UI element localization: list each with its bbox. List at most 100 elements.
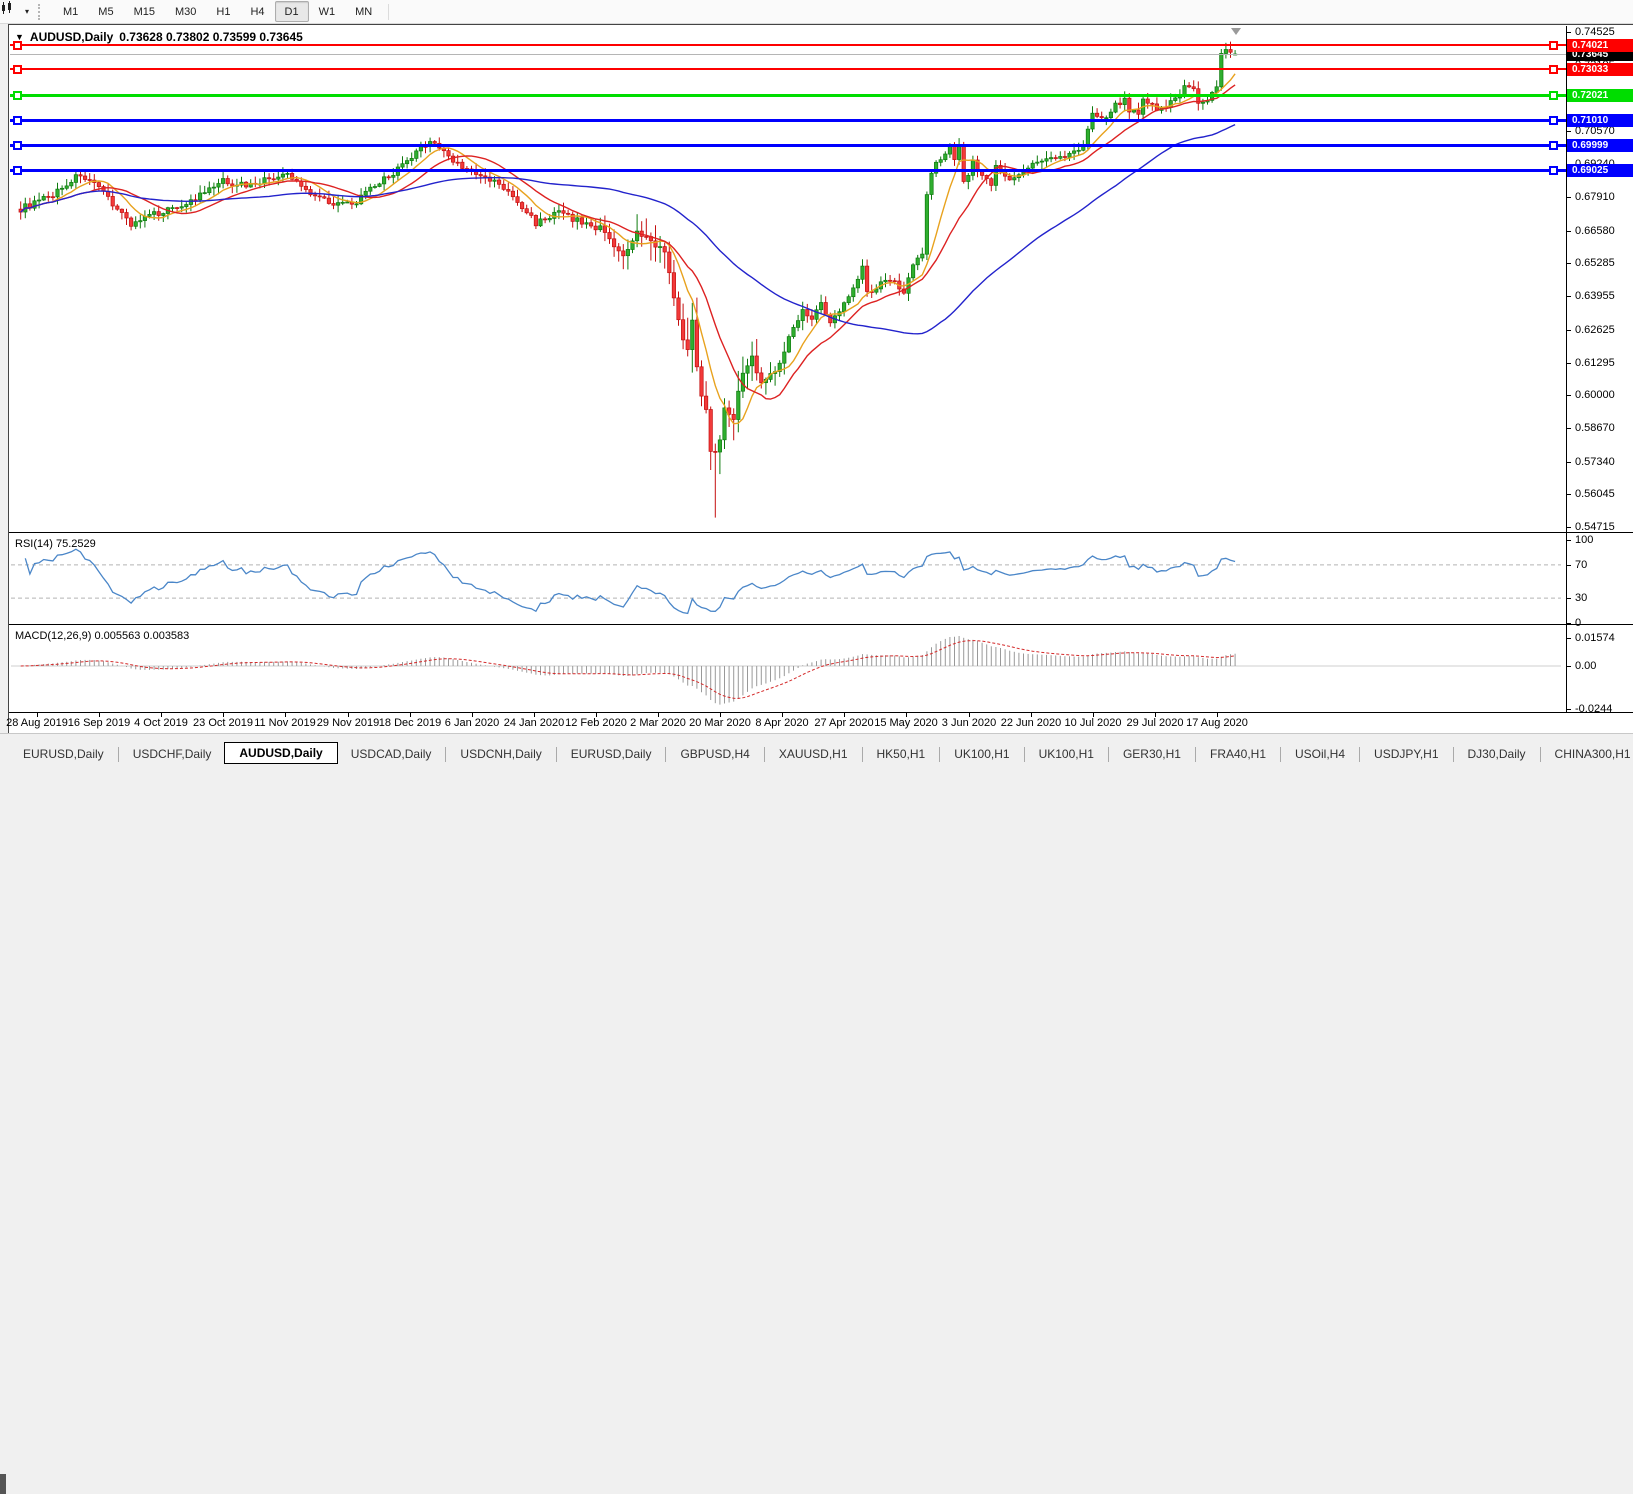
symbol-tab[interactable]: USDCHF,Daily: [132, 747, 212, 761]
candle-body: [391, 175, 396, 178]
line-endpoint-handle[interactable]: [13, 116, 22, 125]
line-endpoint-handle[interactable]: [1549, 141, 1558, 150]
candle-body: [782, 351, 787, 364]
line-endpoint-handle[interactable]: [1549, 166, 1558, 175]
candle-body: [800, 309, 805, 321]
candle-body: [207, 187, 212, 194]
symbol-tab[interactable]: EURUSD,Daily: [23, 747, 104, 761]
macd-chart[interactable]: [9, 628, 1566, 712]
candle-body: [736, 390, 741, 420]
symbol-tab-active[interactable]: AUDUSD,Daily: [224, 742, 338, 764]
symbol-tab[interactable]: UK100,H1: [1038, 747, 1094, 761]
price-tick-mark: [1566, 363, 1571, 364]
candle-body: [556, 210, 561, 213]
candle-body: [386, 176, 391, 179]
candle-body: [630, 240, 635, 250]
candle-body: [966, 175, 971, 182]
support-resistance-line[interactable]: [10, 169, 1566, 172]
rsi-chart[interactable]: [9, 536, 1566, 624]
support-resistance-line[interactable]: [10, 44, 1566, 46]
price-tick-label: 0.66580: [1575, 225, 1615, 237]
timeframe-button-mn[interactable]: MN: [355, 5, 373, 18]
line-endpoint-handle[interactable]: [13, 41, 22, 50]
support-resistance-line[interactable]: [10, 68, 1566, 70]
line-endpoint-handle[interactable]: [1549, 65, 1558, 74]
candle-body: [1191, 86, 1196, 90]
candle-body: [819, 302, 824, 311]
symbol-tab[interactable]: UK100,H1: [954, 747, 1010, 761]
candle-body: [593, 225, 598, 231]
timeframe-button-m1[interactable]: M1: [63, 5, 79, 18]
chevron-down-icon[interactable]: ▾: [25, 7, 30, 16]
rsi-panel[interactable]: RSI(14) 75.2529: [9, 536, 1633, 624]
price-tick-label: 0.74525: [1575, 26, 1615, 38]
candle-body: [915, 257, 920, 266]
macd-tick-mark: [1566, 638, 1571, 639]
support-resistance-line[interactable]: [10, 94, 1566, 97]
macd-panel[interactable]: MACD(12,26,9) 0.005563 0.003583: [9, 628, 1633, 712]
candle-body: [290, 173, 295, 180]
date-tick-mark: [1093, 713, 1094, 717]
timeframe-button-m30[interactable]: M30: [174, 5, 197, 18]
candle-body: [170, 207, 175, 209]
candlestick-chart[interactable]: [9, 26, 1566, 532]
symbol-tab[interactable]: HK50,H1: [876, 747, 926, 761]
candle-body: [625, 249, 630, 257]
rsi-tick-label: 0: [1575, 617, 1582, 629]
timeframe-button-h1[interactable]: H1: [216, 5, 231, 18]
symbol-tab[interactable]: USDCNH,Daily: [460, 747, 542, 761]
symbol-tab[interactable]: XAUUSD,H1: [778, 747, 848, 761]
price-level-badge: 0.69999: [1567, 139, 1633, 152]
window-caret-icon[interactable]: ▼: [15, 32, 24, 42]
candle-body: [690, 319, 695, 350]
symbol-tab[interactable]: CHINA300,H1: [1554, 747, 1631, 761]
tab-scroll-handle[interactable]: [0, 1474, 6, 1494]
timeframe-button-m5[interactable]: M5: [98, 5, 114, 18]
symbol-tab[interactable]: FRA40,H1: [1209, 747, 1267, 761]
support-resistance-line[interactable]: [10, 119, 1566, 122]
timeframe-button-d1[interactable]: D1: [274, 1, 309, 22]
timeframe-button-m15[interactable]: M15: [133, 5, 155, 18]
line-endpoint-handle[interactable]: [13, 141, 22, 150]
candle-body: [713, 451, 718, 453]
candle-body: [455, 161, 460, 164]
symbol-tab[interactable]: USOil,H4: [1295, 747, 1346, 761]
chart-shift-marker[interactable]: [1231, 28, 1241, 35]
symbol-tab[interactable]: USDJPY,H1: [1374, 747, 1439, 761]
price-chart-panel[interactable]: ▼ AUDUSD,Daily 0.73628 0.73802 0.73599 0…: [9, 26, 1633, 532]
symbol-tab[interactable]: EURUSD,Daily: [570, 747, 652, 761]
candle-body: [1035, 161, 1040, 164]
toolbar-separator: [388, 3, 390, 20]
timeframe-button-h4[interactable]: H4: [250, 5, 265, 18]
line-endpoint-handle[interactable]: [13, 166, 22, 175]
candle-body: [418, 146, 423, 152]
symbol-tab[interactable]: GBPUSD,H4: [680, 747, 750, 761]
line-endpoint-handle[interactable]: [1549, 91, 1558, 100]
tab-separator: [861, 746, 863, 762]
price-tick-label: 0.62625: [1575, 324, 1615, 336]
chart-type-icon[interactable]: [2, 1, 24, 21]
line-endpoint-handle[interactable]: [13, 91, 22, 100]
timeframe-button-w1[interactable]: W1: [318, 5, 336, 18]
line-endpoint-handle[interactable]: [1549, 41, 1558, 50]
rsi-tick-mark: [1566, 565, 1571, 566]
support-resistance-line[interactable]: [10, 144, 1566, 147]
price-axis-border: [1566, 26, 1567, 712]
symbol-tab[interactable]: USDCAD,Daily: [350, 747, 432, 761]
line-endpoint-handle[interactable]: [1549, 116, 1558, 125]
symbol-tab[interactable]: DJ30,Daily: [1467, 747, 1526, 761]
tab-separator: [1280, 746, 1282, 762]
candle-body: [529, 212, 534, 216]
symbol-tab[interactable]: GER30,H1: [1122, 747, 1181, 761]
candle-body: [685, 339, 690, 350]
chart-symbol-label: AUDUSD,Daily: [29, 30, 114, 44]
date-label: 24 Jan 2020: [503, 717, 565, 729]
price-tick-mark: [1566, 330, 1571, 331]
line-endpoint-handle[interactable]: [13, 65, 22, 74]
date-axis[interactable]: 28 Aug 2019 16 Sep 2019 4 Oct 2019 23 Oct 2…: [6, 712, 1633, 734]
candle-body: [759, 372, 764, 384]
toolbar-drag-handle[interactable]: [38, 3, 47, 20]
candle-body: [1053, 157, 1058, 159]
candle-body: [451, 155, 456, 163]
